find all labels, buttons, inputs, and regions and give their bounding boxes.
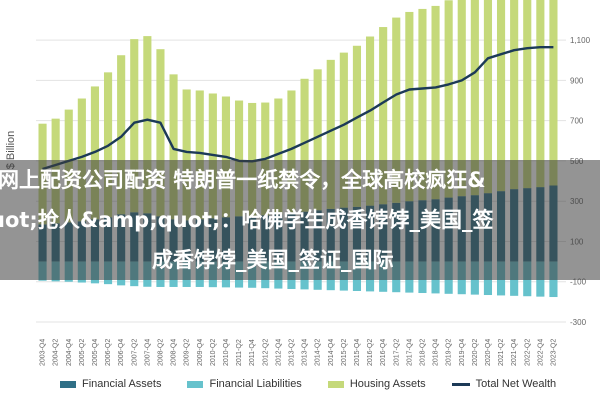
x-tick-label: 2008-Q2: [157, 339, 164, 366]
bar-housing-assets: [510, 0, 519, 190]
net-wealth-line: [42, 46, 554, 171]
x-tick-label: 2006-Q4: [118, 339, 125, 366]
legend-item-housing-assets: Housing Assets: [327, 378, 426, 390]
legend-swatch-financial-liabilities: [187, 380, 204, 388]
y-tick-label: 1,100: [570, 36, 591, 45]
bar-housing-assets: [444, 0, 453, 198]
x-tick-label: 2018-Q4: [433, 339, 440, 366]
y-tick-label: -300: [570, 318, 587, 327]
x-tick-labels: 2003-Q4 2004-Q2 2004-Q4 2005-Q2 2005-Q4 2006-…: [40, 339, 558, 366]
legend-item-financial-assets: Financial Assets: [60, 378, 161, 390]
legend-label-total-net-wealth: Total Net Wealth: [475, 378, 557, 390]
bar-housing-assets: [549, 0, 558, 186]
x-tick-label: 2022-Q2: [524, 339, 531, 366]
bar-housing-assets: [77, 98, 86, 222]
bar-housing-assets: [457, 0, 466, 197]
headline-line-3: 成香饽饽_美国_签证_国际: [152, 248, 394, 272]
bar-housing-assets: [496, 0, 506, 192]
x-tick-label: 2020-Q4: [485, 339, 492, 366]
bar-housing-assets: [392, 17, 401, 203]
bar-housing-assets: [483, 0, 493, 194]
legend-label-housing-assets: Housing Assets: [349, 378, 426, 390]
bar-housing-assets: [418, 8, 427, 201]
x-tick-label: 2008-Q4: [171, 339, 178, 366]
y-tick-label: 900: [570, 76, 584, 85]
bar-housing-assets: [313, 69, 322, 211]
bar-housing-assets: [326, 59, 335, 209]
x-tick-label: 2019-Q4: [459, 339, 466, 366]
x-tick-label: 2007-Q2: [131, 339, 138, 366]
x-tick-label: 2005-Q4: [92, 339, 99, 366]
bar-housing-assets: [470, 0, 479, 196]
legend-swatch-total-net-wealth: [451, 382, 470, 386]
x-tick-label: 2023-Q2: [550, 339, 557, 366]
x-tick-label: 2007-Q4: [144, 339, 151, 366]
legend-label-financial-assets: Financial Assets: [82, 378, 162, 390]
bar-housing-assets: [365, 36, 375, 206]
x-tick-label: 2003-Q4: [40, 339, 47, 366]
y-tick-label: -100: [570, 278, 587, 287]
y-tick-label: 700: [570, 117, 584, 126]
bar-housing-assets: [117, 55, 126, 215]
bar-housing-assets: [536, 0, 545, 188]
x-tick-label: 2005-Q2: [79, 339, 86, 366]
x-tick-label: 2017-Q4: [406, 339, 413, 366]
bar-housing-assets: [431, 5, 440, 200]
bar-housing-assets: [300, 78, 309, 212]
headline-overlay: 网上配资公司配资 特朗普一纸禁令，全球高校疯狂& uot;抢人&amp;quot…: [0, 160, 600, 280]
net-wealth-line-group: [42, 46, 554, 171]
x-tick-label: 2014-Q4: [328, 339, 335, 366]
x-tick-label: 2012-Q2: [262, 339, 269, 366]
bar-housing-assets: [234, 100, 244, 217]
bar-housing-assets: [130, 39, 139, 213]
x-tick-label: 2011-Q4: [249, 339, 256, 366]
x-tick-label: 2017-Q2: [393, 339, 400, 366]
bar-housing-assets: [274, 98, 283, 215]
bar-housing-assets: [287, 90, 296, 214]
x-tick-label: 2009-Q2: [184, 339, 191, 366]
legend-label-financial-liabilities: Financial Liabilities: [209, 378, 302, 390]
x-tick-label: 2014-Q2: [315, 339, 322, 366]
headline-line-1: 网上配资公司配资 特朗普一纸禁令，全球高校疯狂&: [0, 168, 486, 192]
x-tick-label: 2018-Q2: [419, 339, 426, 366]
x-tick-label: 2012-Q4: [275, 339, 282, 366]
x-tick-label: 2013-Q2: [288, 339, 295, 366]
x-tick-label: 2022-Q4: [537, 339, 544, 366]
x-tick-label: 2020-Q2: [472, 339, 479, 366]
y-axis-label: $ Billion: [5, 131, 17, 170]
bar-housing-assets: [143, 36, 152, 214]
legend-item-total-net-wealth: Total Net Wealth: [451, 378, 557, 390]
bar-housing-assets: [339, 52, 348, 208]
x-tick-label: 2015-Q4: [354, 339, 361, 366]
x-tick-label: 2013-Q4: [302, 339, 309, 366]
x-tick-label: 2011-Q2: [236, 339, 243, 366]
legend-item-financial-liabilities: Financial Liabilities: [187, 378, 302, 390]
bar-housing-assets: [379, 27, 388, 205]
bar-housing-assets: [523, 0, 532, 189]
x-tick-label: 2006-Q2: [105, 339, 112, 366]
bar-housing-assets: [405, 11, 414, 202]
x-tick-label: 2016-Q4: [380, 339, 387, 366]
legend-swatch-financial-assets: [60, 380, 76, 388]
bar-housing-assets: [156, 49, 165, 217]
bar-housing-assets: [182, 89, 191, 221]
x-tick-label: 2021-Q4: [511, 339, 518, 366]
x-tick-label: 2019-Q2: [446, 339, 453, 366]
x-tick-label: 2009-Q4: [197, 339, 204, 366]
bar-housing-assets: [195, 90, 204, 220]
headline-line-2: uot;抢人&amp;quot;：哈佛学生成香饽饽_美国_签: [0, 208, 494, 232]
x-tick-label: 2010-Q4: [223, 339, 230, 366]
x-tick-label: 2010-Q2: [210, 339, 217, 366]
legend-swatch-housing-assets: [327, 380, 344, 388]
chart-legend: Financial Assets Financial Liabilities H…: [60, 375, 580, 393]
bar-housing-assets: [248, 102, 257, 216]
x-tick-label: 2021-Q2: [498, 339, 505, 366]
x-tick-label: 2004-Q2: [53, 339, 60, 366]
x-tick-label: 2015-Q2: [341, 339, 348, 366]
bar-housing-assets: [352, 45, 362, 207]
x-tick-label: 2004-Q4: [66, 339, 73, 366]
x-tick-label: 2016-Q2: [367, 339, 374, 366]
